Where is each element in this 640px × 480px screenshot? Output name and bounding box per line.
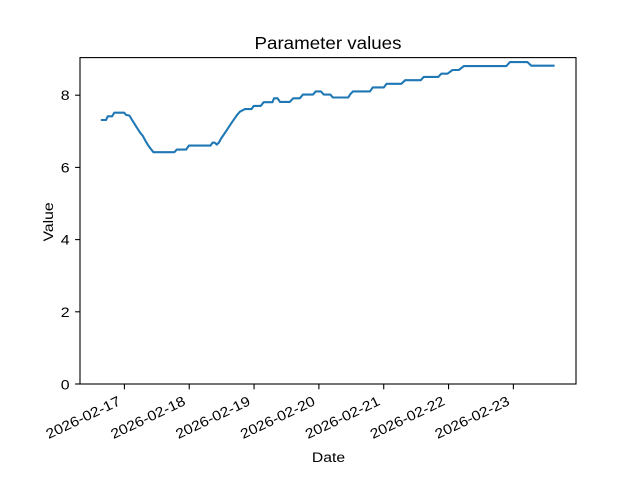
svg-text:0: 0 — [61, 376, 70, 392]
svg-text:2: 2 — [61, 304, 70, 320]
svg-text:4: 4 — [61, 232, 70, 248]
svg-text:Value: Value — [40, 202, 56, 242]
svg-text:6: 6 — [61, 159, 70, 175]
svg-text:8: 8 — [61, 87, 70, 103]
svg-text:Date: Date — [312, 450, 345, 466]
svg-text:Parameter values: Parameter values — [255, 33, 402, 53]
